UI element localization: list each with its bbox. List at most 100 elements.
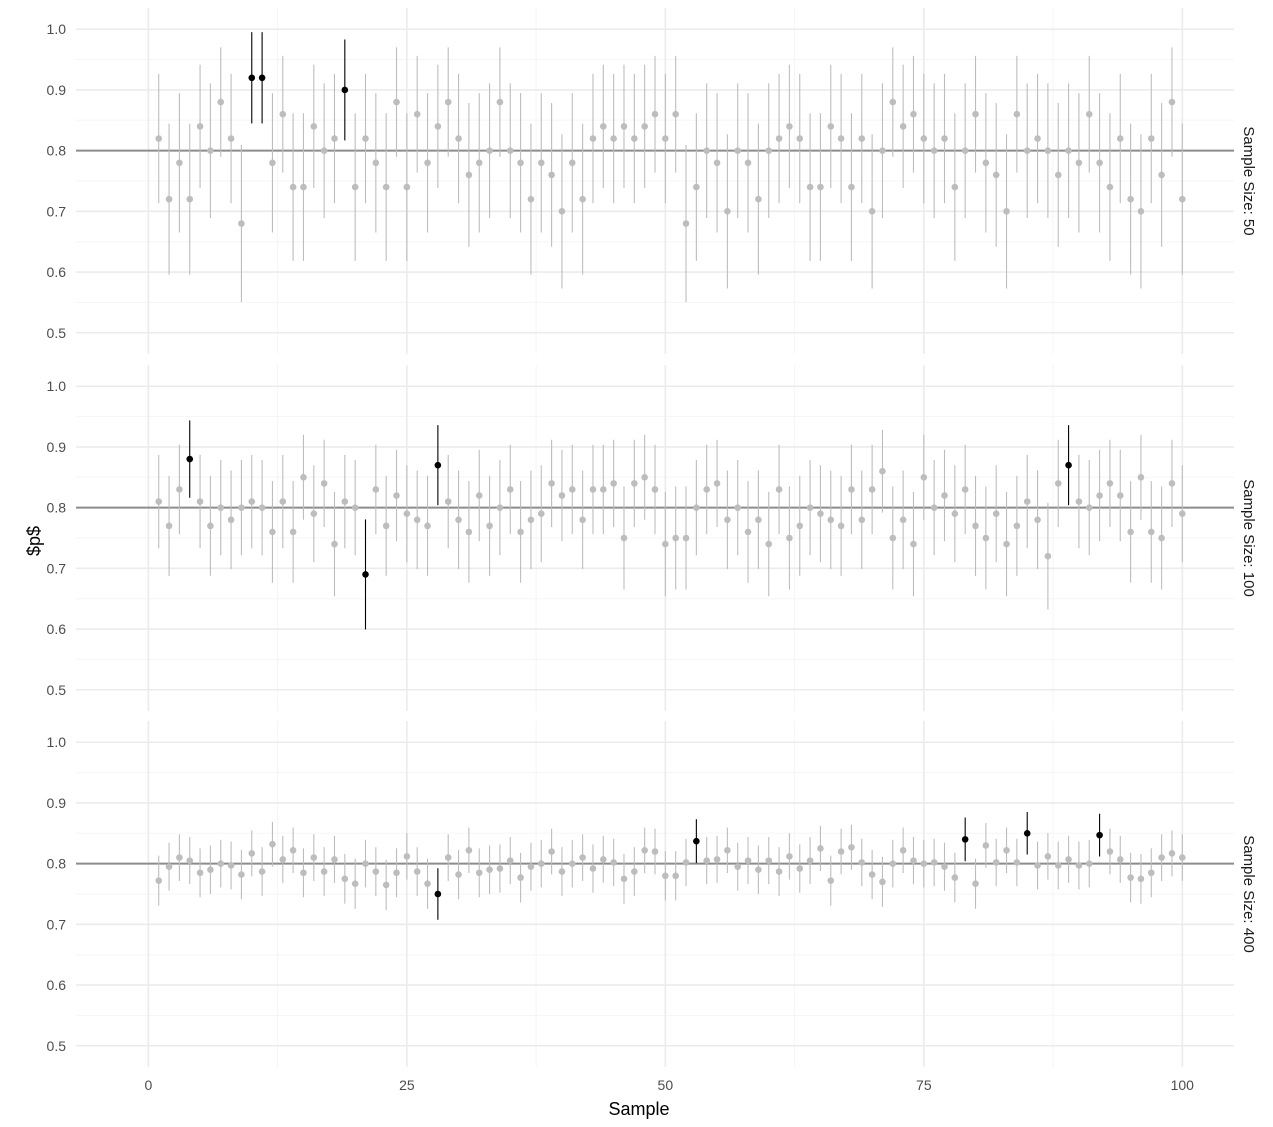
- point-estimate: [300, 183, 307, 191]
- point-estimate: [1034, 135, 1041, 142]
- point-estimate: [899, 516, 907, 524]
- point-estimate: [331, 856, 338, 863]
- point-estimate: [279, 110, 287, 118]
- point-estimate: [424, 159, 431, 167]
- point-estimate: [568, 860, 576, 867]
- y-tick-label: 0.8: [47, 500, 67, 516]
- point-estimate: [227, 135, 235, 142]
- y-tick-label: 0.6: [47, 264, 67, 280]
- point-estimate: [972, 522, 979, 530]
- point-estimate: [393, 869, 400, 877]
- point-estimate: [1075, 862, 1083, 869]
- point-estimate: [899, 846, 907, 854]
- point-estimate: [837, 522, 845, 530]
- point-estimate: [744, 857, 752, 864]
- point-estimate: [486, 522, 493, 530]
- point-estimate: [682, 220, 690, 227]
- point-estimate: [1137, 875, 1145, 883]
- point-estimate: [641, 473, 648, 481]
- point-estimate: [165, 863, 173, 870]
- point-estimate: [558, 492, 566, 499]
- facet-panel: 0.5 0.6 0.7 0.8 0.9 1.0 Sample Size: 100: [47, 365, 1257, 711]
- point-estimate: [620, 123, 628, 130]
- point-estimate: [475, 492, 483, 499]
- point-estimate-miss: [1023, 829, 1031, 837]
- y-axis-title: $p$: [24, 526, 44, 556]
- point-estimate: [1013, 110, 1021, 118]
- point-estimate: [258, 504, 266, 511]
- point-estimate: [1137, 473, 1145, 481]
- point-estimate: [662, 135, 669, 142]
- point-estimate: [537, 159, 545, 167]
- point-estimate: [631, 135, 638, 142]
- point-estimate: [682, 534, 690, 542]
- point-estimate: [1127, 874, 1134, 881]
- point-estimate: [920, 473, 928, 481]
- point-estimate: [589, 865, 597, 872]
- point-estimate: [403, 510, 411, 518]
- point-estimate: [806, 857, 814, 864]
- point-estimate: [879, 147, 886, 154]
- point-estimate: [641, 123, 648, 130]
- point-estimate: [1158, 854, 1165, 861]
- point-estimate: [765, 147, 773, 154]
- point-estimate: [703, 486, 710, 493]
- point-estimate-miss: [961, 836, 969, 843]
- y-tick-label: 0.9: [47, 795, 67, 811]
- point-estimate: [331, 540, 338, 548]
- point-estimate: [310, 123, 318, 130]
- point-estimate: [992, 510, 1000, 518]
- point-estimate: [982, 159, 990, 167]
- point-estimate-miss: [258, 74, 266, 82]
- point-estimate: [672, 110, 679, 118]
- x-tick-label: 75: [916, 1077, 932, 1093]
- point-estimate: [1137, 208, 1145, 215]
- point-estimate: [1096, 492, 1103, 499]
- y-tick-label: 0.7: [47, 203, 67, 219]
- point-estimate: [930, 504, 938, 511]
- y-tick-label: 0.9: [47, 439, 67, 455]
- point-estimate: [1044, 147, 1052, 154]
- point-estimate: [1116, 135, 1124, 142]
- point-estimate: [1158, 171, 1165, 179]
- point-estimate: [1054, 171, 1062, 179]
- point-estimate: [1116, 856, 1124, 863]
- point-estimate: [1085, 860, 1093, 867]
- point-estimate: [413, 110, 421, 118]
- point-estimate: [455, 135, 462, 142]
- point-estimate: [506, 857, 514, 864]
- point-estimate: [620, 875, 628, 883]
- point-estimate: [527, 516, 535, 524]
- point-estimate: [930, 147, 938, 154]
- point-estimate: [724, 846, 731, 854]
- point-estimate: [1147, 528, 1155, 536]
- point-estimate: [941, 863, 948, 870]
- point-estimate: [424, 880, 431, 887]
- point-estimate: [444, 854, 452, 861]
- point-estimate: [382, 183, 390, 191]
- covering-intervals: [155, 821, 1186, 911]
- point-estimate-miss: [186, 455, 194, 463]
- point-estimate: [372, 159, 380, 167]
- point-estimate: [517, 528, 524, 536]
- point-estimate: [1054, 862, 1062, 869]
- point-estimate: [486, 866, 493, 874]
- point-estimate: [269, 840, 276, 848]
- point-estimate: [641, 846, 648, 854]
- point-estimate: [238, 871, 245, 878]
- point-estimate: [279, 856, 287, 863]
- point-estimate: [579, 854, 586, 861]
- point-estimate: [372, 868, 380, 875]
- point-estimate: [1168, 98, 1176, 106]
- point-estimate: [672, 872, 679, 880]
- point-estimate: [362, 135, 369, 142]
- x-tick-label: 25: [399, 1077, 415, 1093]
- point-estimate: [868, 486, 876, 493]
- point-estimate: [186, 857, 194, 864]
- point-estimate: [651, 110, 659, 118]
- point-estimate: [579, 195, 586, 203]
- point-estimate: [600, 856, 607, 863]
- missing-intervals: [248, 32, 349, 141]
- point-estimate: [310, 854, 318, 861]
